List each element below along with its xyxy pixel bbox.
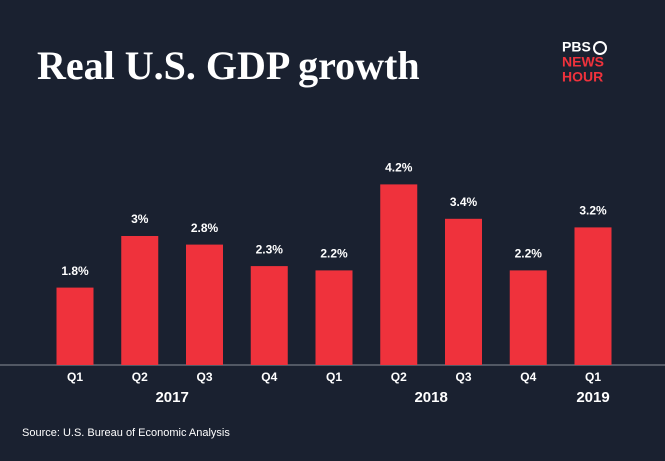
year-label: 2019	[576, 389, 609, 406]
logo-icon	[593, 41, 607, 55]
bar	[509, 270, 547, 365]
chart-title: Real U.S. GDP growth	[37, 43, 420, 88]
bar	[380, 184, 418, 365]
data-label: 1.8%	[61, 264, 89, 278]
year-label: 2017	[155, 389, 188, 406]
bar	[121, 236, 159, 365]
x-tick-label: Q1	[585, 370, 601, 384]
bar	[186, 244, 223, 365]
data-label: 3.4%	[450, 195, 478, 209]
logo-text: PBS	[562, 39, 591, 55]
bar	[315, 270, 353, 365]
data-label: 2.2%	[515, 247, 543, 261]
year-label: 2018	[414, 389, 447, 406]
bar	[574, 227, 612, 365]
x-tick-label: Q3	[196, 370, 212, 384]
logo-text: NEWS	[562, 54, 604, 70]
x-tick-label: Q1	[326, 370, 342, 384]
data-label: 2.8%	[191, 221, 219, 235]
x-tick-label: Q2	[132, 370, 148, 384]
bar	[445, 218, 482, 365]
bar	[56, 287, 94, 365]
bar	[250, 266, 288, 365]
x-tick-label: Q4	[520, 370, 536, 384]
data-label: 2.2%	[320, 247, 348, 261]
x-tick-label: Q4	[261, 370, 277, 384]
x-tick-label: Q2	[391, 370, 407, 384]
data-label: 2.3%	[256, 242, 284, 256]
x-tick-label: Q1	[67, 370, 83, 384]
data-label: 4.2%	[385, 161, 413, 175]
x-tick-label: Q3	[455, 370, 471, 384]
logo: PBS NEWS HOUR	[562, 39, 607, 85]
logo-text: HOUR	[562, 69, 603, 85]
data-label: 3%	[131, 212, 149, 226]
data-label: 3.2%	[579, 204, 607, 218]
source: Source: U.S. Bureau of Economic Analysis	[22, 427, 230, 439]
